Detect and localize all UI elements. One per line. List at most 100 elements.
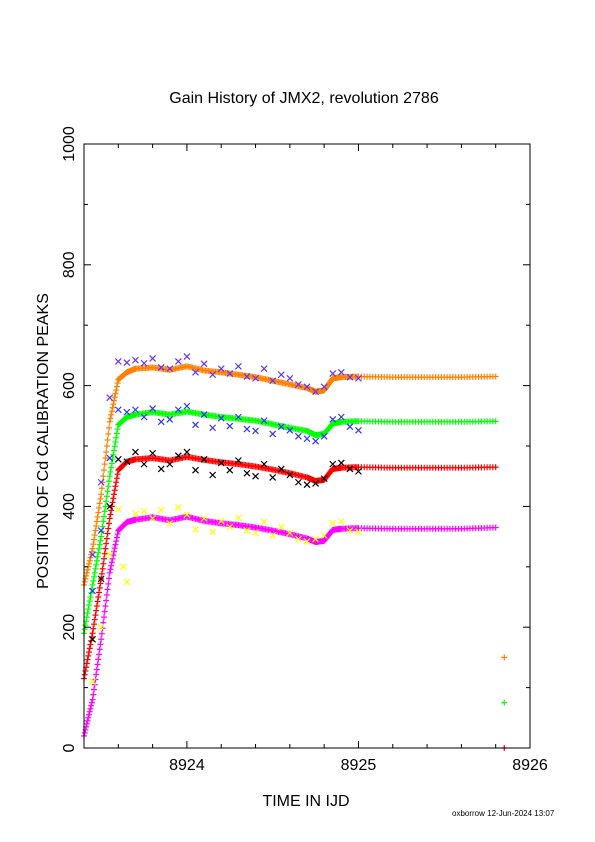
data-point [93,523,100,530]
cross-marker-b [209,528,217,536]
data-point [346,527,354,534]
data-point [84,656,91,663]
data-point [174,452,182,460]
data-point [501,654,508,661]
cross-marker-b [355,528,362,536]
cross-marker-b [355,426,362,434]
data-point [98,636,105,643]
data-point [83,660,90,667]
cross-marker-b [97,623,105,631]
data-point [86,602,93,609]
data-point [86,708,93,715]
data-point [346,423,354,431]
x-tick-label: 8926 [512,757,548,774]
data-point [104,586,111,593]
cross-marker-b [346,527,354,534]
x-axis: 8924 8925 8926 [117,144,548,774]
data-point [95,656,102,663]
data-point [106,515,113,522]
data-point [286,426,294,434]
cross-marker-b [337,459,345,467]
data-point [93,671,100,678]
cross-marker-b [294,432,302,440]
data-point [209,528,217,536]
data-point [320,531,328,539]
data-point [107,468,114,475]
cross-marker-b [157,364,165,371]
cross-marker-b [312,535,320,543]
cross-marker-b [260,365,268,373]
cross-marker-b [226,422,234,430]
data-point [110,552,117,559]
data-point [183,402,191,410]
data-point [109,404,116,411]
y-tick-label: 800 [61,251,78,278]
data-point [260,365,268,373]
data-point [108,464,115,471]
cross-marker-b [123,578,131,586]
cross-marker-b [329,370,337,377]
data-point [101,508,108,515]
data-point [106,575,113,582]
data-point [114,426,121,433]
cross-marker-b [132,356,139,364]
data-point [114,455,122,463]
data-point [101,467,108,474]
data-point [89,551,97,559]
data-point [337,518,345,525]
data-point [183,353,191,361]
data-point [346,465,354,473]
data-point [84,610,91,617]
data-point [492,464,499,471]
y-tick-label: 1000 [61,126,78,162]
data-point [103,443,110,449]
cross-marker-b [312,480,320,487]
cross-marker-b [329,460,337,468]
data-point [312,388,320,396]
cross-marker-b [243,425,251,433]
data-point [329,415,337,423]
data-point [132,356,139,364]
cross-marker-b [106,394,114,402]
cross-marker-b [277,371,285,379]
data-point [93,518,100,525]
data-point [97,537,104,544]
data-point [98,485,105,492]
data-point [93,666,100,673]
data-point [492,524,499,531]
data-point [112,438,119,445]
cross-marker-b [166,519,174,527]
data-point [226,370,234,377]
data-point [96,646,103,653]
data-point [234,413,242,421]
data-point [81,671,88,678]
data-point [277,423,285,431]
data-point [123,458,131,466]
cross-marker-b [166,415,174,423]
data-point [149,515,157,522]
cross-marker-b [89,635,97,643]
data-point [91,621,98,628]
data-point [101,513,108,520]
data-point [96,545,103,552]
data-point [106,454,114,462]
cross-marker-b [320,531,328,539]
data-point [192,525,199,533]
data-point [157,465,165,473]
data-point [174,504,182,512]
cross-marker-b [234,362,242,370]
data-point [102,545,109,552]
cross-marker-b [303,538,311,545]
y-tick-label: 200 [61,614,78,641]
cross-marker-b [277,465,285,473]
data-point [101,608,108,615]
cross-marker-b [226,523,234,531]
chart-title: Gain History of JMX2, revolution 2786 [169,90,439,107]
cross-marker-b [269,377,277,385]
data-point [89,545,96,552]
cross-marker-b [200,411,208,419]
cross-marker-b [183,402,191,410]
data-point [90,577,97,584]
data-point [81,578,88,585]
